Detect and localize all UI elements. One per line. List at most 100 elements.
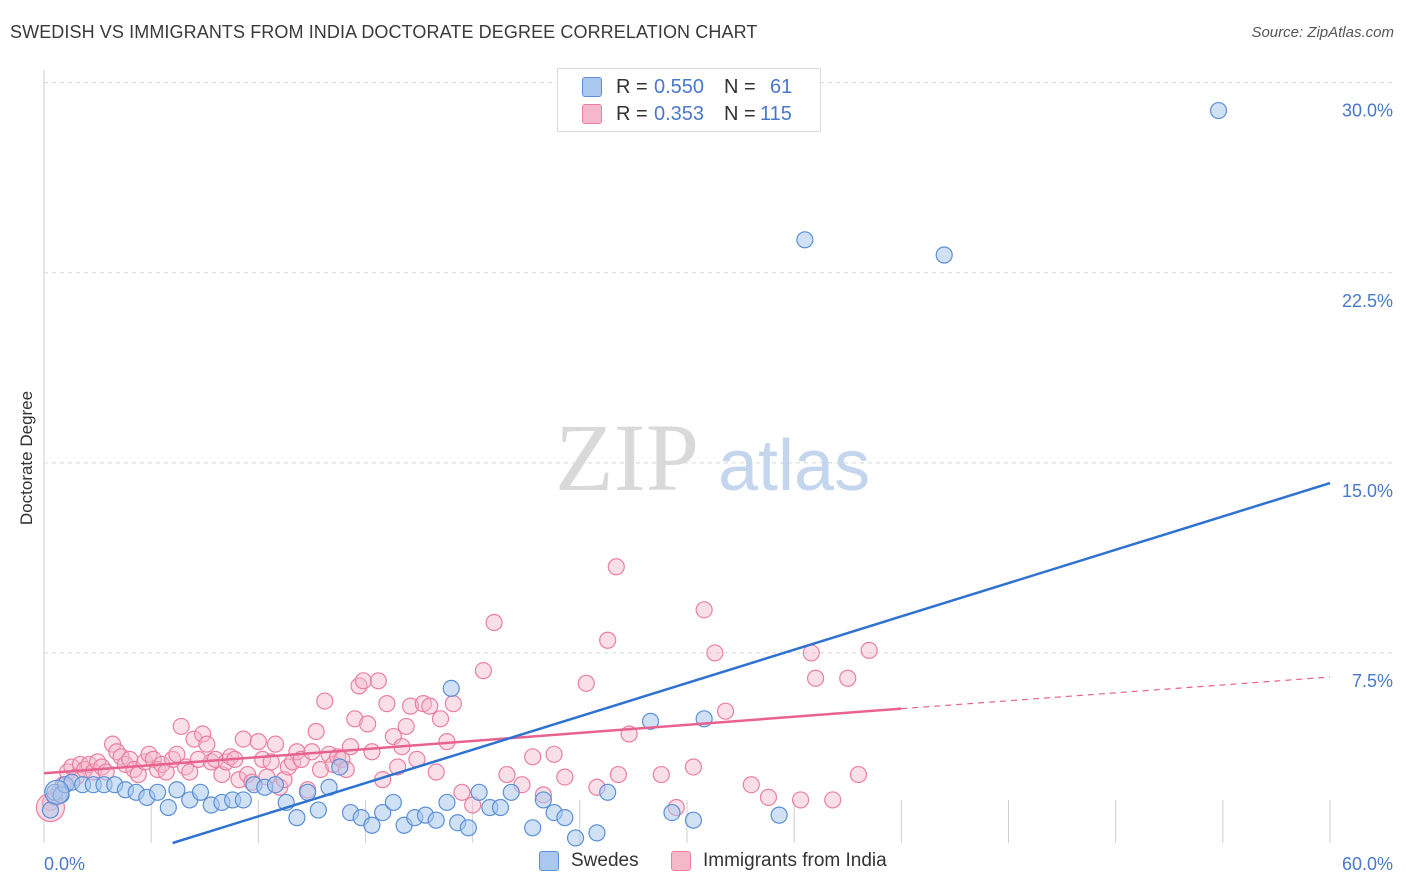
data-point-swedes (438, 793, 456, 812)
data-point-india (421, 697, 439, 715)
data-point-swedes (684, 811, 703, 829)
data-point-india (556, 768, 574, 786)
watermark-atlas: atlas (718, 426, 870, 506)
data-point-swedes (363, 816, 381, 834)
data-point-swedes (234, 791, 252, 809)
trend-line-india (43, 707, 902, 775)
data-point-india (397, 717, 415, 736)
legend-label-swedes: Swedes (571, 850, 639, 871)
data-point-swedes (599, 783, 617, 801)
data-point-india (185, 730, 203, 748)
data-point-india (695, 601, 713, 619)
data-point-swedes (331, 758, 349, 776)
legend-row-swedes: R = 0.550 N = 61 (582, 75, 792, 99)
cluster-point-swedes (44, 779, 70, 805)
data-point-india (189, 750, 207, 768)
data-point-swedes (288, 809, 306, 827)
correlation-legend: R = 0.550 N = 61 R = 0.353 N = 115 (557, 68, 821, 132)
data-point-india (474, 662, 492, 680)
data-point-swedes (1209, 101, 1228, 120)
r-label: R = (616, 102, 648, 125)
watermark-zip: ZIP (555, 404, 699, 511)
data-point-india (359, 715, 377, 733)
data-point-india (716, 702, 735, 720)
r-value: 0.550 (654, 75, 705, 98)
data-point-india (266, 735, 285, 753)
data-point-india (369, 672, 387, 690)
data-point-swedes (159, 798, 177, 817)
data-point-swedes (663, 803, 681, 822)
data-point-india (453, 783, 471, 801)
data-point-swedes (309, 801, 327, 819)
data-point-swedes (168, 781, 186, 799)
data-point-india (545, 745, 563, 763)
data-point-india (444, 695, 462, 713)
data-point-india (431, 710, 450, 728)
r-label: R = (616, 75, 648, 98)
data-point-india (706, 644, 724, 662)
data-point-swedes (534, 791, 552, 809)
data-point-india (759, 788, 778, 806)
data-point-india (824, 791, 842, 809)
data-point-swedes (770, 806, 788, 824)
data-point-india (599, 631, 617, 649)
data-point-india (684, 758, 703, 776)
data-point-swedes (935, 246, 953, 264)
data-point-india (577, 674, 595, 692)
data-point-india (172, 717, 190, 736)
data-point-swedes (556, 809, 574, 827)
swedes-swatch (539, 851, 559, 871)
data-point-india (262, 753, 280, 771)
trend-line-india-extension (901, 676, 1331, 710)
data-point-india (198, 735, 216, 753)
data-point-india (652, 765, 670, 784)
india-swatch (671, 851, 691, 871)
data-point-swedes (442, 679, 460, 698)
data-point-india (346, 710, 364, 728)
n-label: N = (724, 102, 756, 125)
x-tick-label: 0.0% (44, 854, 85, 874)
data-point-india (311, 760, 330, 779)
source-credit: Source: ZipAtlas.com (1251, 24, 1394, 41)
data-point-swedes (427, 811, 445, 829)
chart-title: SWEDISH VS IMMIGRANTS FROM INDIA DOCTORA… (10, 22, 758, 42)
data-point-india (213, 765, 231, 784)
data-point-swedes (566, 829, 585, 847)
data-point-india (230, 771, 248, 789)
data-point-india (839, 669, 857, 687)
data-point-swedes (384, 793, 402, 812)
data-point-india (498, 765, 516, 784)
india-swatch (582, 104, 602, 124)
trend-line-swedes (172, 481, 1331, 845)
data-point-india (181, 763, 199, 781)
data-point-india (427, 763, 445, 781)
data-point-india (144, 750, 162, 768)
data-point-india (791, 791, 810, 809)
r-value: 0.353 (654, 102, 705, 125)
data-point-india (401, 697, 420, 715)
data-point-india (341, 738, 360, 756)
data-point-swedes (374, 803, 392, 822)
n-value: 61 (770, 75, 793, 98)
data-point-swedes (470, 783, 488, 801)
data-point-india (806, 669, 825, 687)
series-legend: Swedes Immigrants from India (0, 850, 1406, 878)
y-tick-label: 22.5% (1342, 291, 1393, 311)
data-point-swedes (148, 783, 167, 801)
data-point-india (363, 743, 381, 761)
y-tick-label: 15.0% (1342, 481, 1393, 501)
data-point-india (524, 748, 542, 766)
y-tick-label: 30.0% (1342, 101, 1393, 121)
data-point-india (316, 692, 334, 710)
legend-item-swedes: Swedes (539, 850, 639, 872)
data-point-india (485, 613, 503, 632)
n-label: N = (724, 75, 756, 98)
data-point-swedes (796, 231, 814, 249)
data-point-swedes (266, 776, 285, 794)
y-tick-label: 7.5% (1352, 671, 1393, 691)
data-point-india (307, 722, 325, 741)
data-point-india (234, 730, 252, 748)
data-point-india (378, 695, 396, 713)
data-point-india (354, 672, 372, 690)
